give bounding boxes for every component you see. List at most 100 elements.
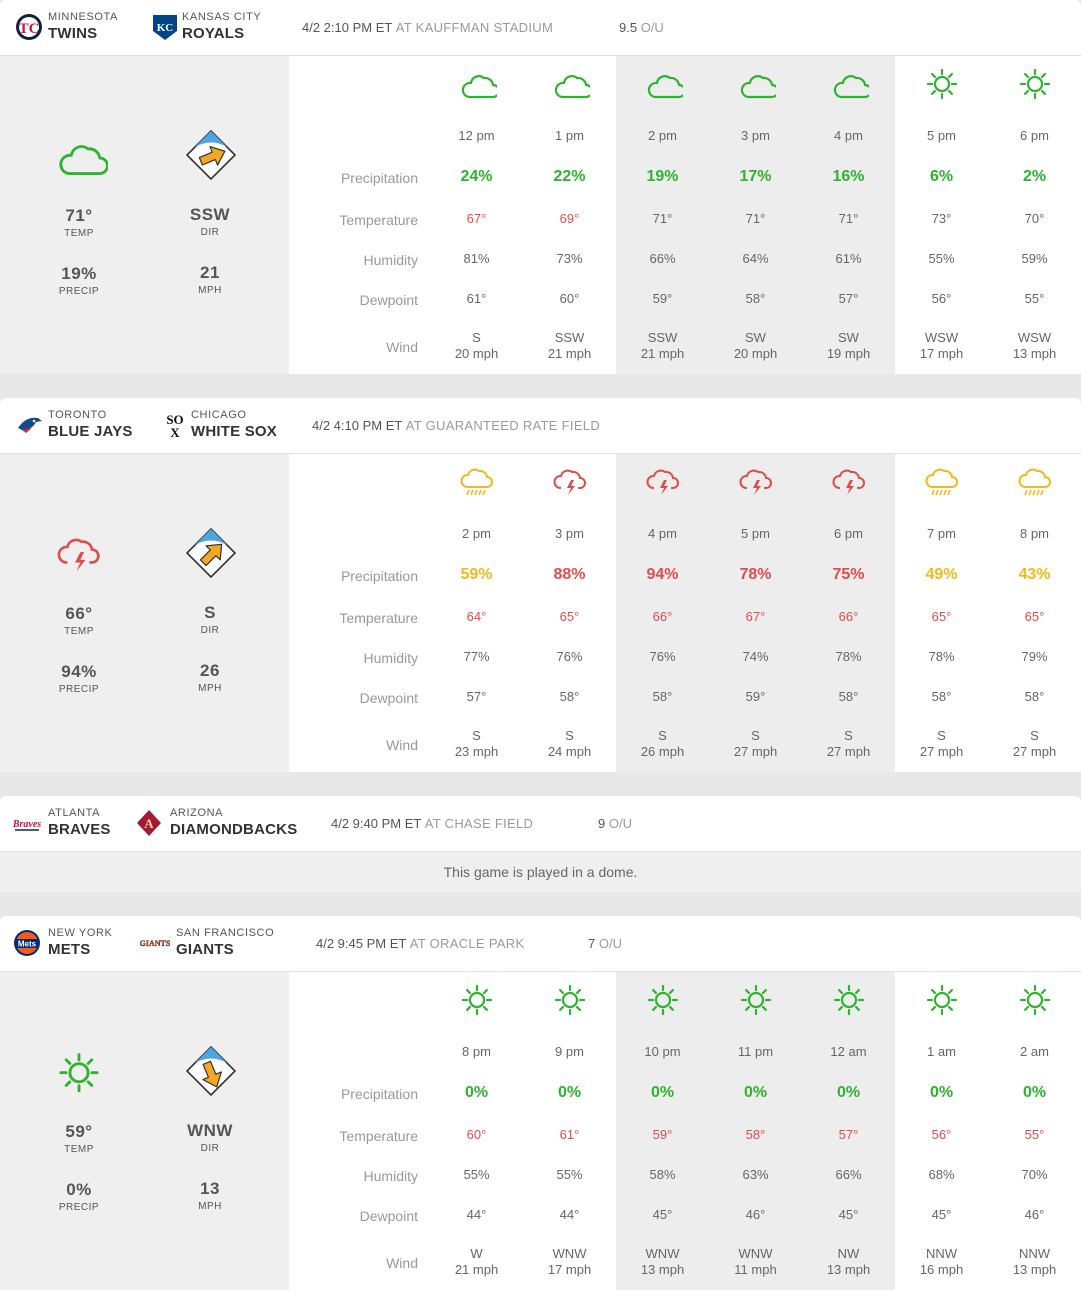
column-shade — [616, 454, 895, 772]
hour-temp: 65° — [1024, 609, 1045, 624]
summary-dir: SSW DIR — [165, 205, 255, 238]
hour-dewpoint: 46° — [745, 1207, 766, 1222]
hour-wind: WNW 13 mph — [616, 1246, 709, 1278]
hour-wind: WNW 11 mph — [709, 1246, 802, 1278]
hour-wind: SSW 21 mph — [523, 330, 616, 362]
hour-time: 2 am — [1020, 1044, 1049, 1059]
hour-wind: S 24 mph — [523, 728, 616, 760]
hour-precip: 75% — [832, 566, 865, 583]
game-header: TC MINNESOTA TWINS KC KANSAS CITY ROYALS 4/2 2… — [0, 0, 1081, 56]
hour-wind: S 23 mph — [430, 728, 523, 760]
hour-time: 1 am — [927, 1044, 956, 1059]
hour-dewpoint: 59° — [652, 291, 673, 306]
home-team-name: WHITE SOX — [191, 423, 277, 440]
game-header: Braves ATLANTA BRAVES A ARIZONA DIAMONDBACKS 4… — [0, 796, 1081, 852]
hour-dewpoint: 56° — [931, 291, 952, 306]
hour-precip: 16% — [832, 168, 865, 185]
hour-precip: 0% — [650, 1084, 675, 1101]
storm-icon — [50, 534, 108, 578]
summary-temp: 59° TEMP — [34, 1122, 124, 1155]
royals-logo: KC — [150, 12, 180, 42]
cloud-icon — [643, 68, 687, 102]
home-team-city: KANSAS CITY — [182, 11, 262, 23]
storm-icon — [736, 466, 776, 500]
wind-direction-diamond — [183, 526, 239, 582]
hour-temp: 64° — [466, 609, 487, 624]
wind-direction-diamond — [183, 1044, 239, 1100]
venue: AT CHASE FIELD — [424, 816, 534, 831]
hour-wind-dir: S — [658, 728, 667, 743]
hour-wind: WNW 17 mph — [523, 1246, 616, 1278]
home-team-name: GIANTS — [176, 941, 234, 958]
hour-wind-dir: S — [844, 728, 853, 743]
game-time-venue: 4/2 4:10 PM ET AT GUARANTEED RATE FIELD — [312, 418, 600, 433]
forecast-panel: 66° TEMP 94% PRECIP S DIR 26 MPH Precipitation Te… — [0, 454, 1081, 772]
summary-mph: 13 MPH — [165, 1179, 255, 1212]
summary-precip-value: 19% — [61, 264, 97, 283]
hour-wind-speed: 27 mph — [733, 744, 778, 759]
summary-temp-label: TEMP — [64, 228, 94, 239]
hour-precip: 94% — [646, 566, 679, 583]
hour-precip: 6% — [929, 168, 954, 185]
hour-wind-dir: WSW — [924, 330, 959, 345]
hour-time: 9 pm — [555, 1044, 584, 1059]
hour-humidity: 78% — [835, 649, 862, 664]
row-label: Temperature — [339, 610, 418, 626]
row-label: Wind — [386, 339, 418, 355]
hour-temp: 65° — [931, 609, 952, 624]
summary-dir-label: DIR — [200, 1143, 220, 1154]
summary-temp: 66° TEMP — [34, 604, 124, 637]
hour-precip: 0% — [464, 1084, 489, 1101]
summary-precip-label: PRECIP — [58, 1202, 100, 1213]
hour-time: 7 pm — [927, 526, 956, 541]
hour-wind: S 27 mph — [709, 728, 802, 760]
hour-wind-speed: 17 mph — [919, 346, 964, 361]
row-label: Wind — [386, 1255, 418, 1271]
hour-time: 4 pm — [648, 526, 677, 541]
hour-temp: 66° — [652, 609, 673, 624]
summary-dir-label: DIR — [200, 227, 220, 238]
home-team-name: ROYALS — [182, 25, 245, 42]
hour-precip: 88% — [553, 566, 586, 583]
hour-precip: 59% — [460, 566, 493, 583]
summary-dir-label: DIR — [200, 625, 220, 636]
whitesox-logo: SO X — [160, 410, 190, 440]
summary-temp-value: 66° — [65, 604, 93, 623]
forecast-panel: 71° TEMP 19% PRECIP SSW DIR 21 MPH Precipitation… — [0, 56, 1081, 374]
sun-icon — [643, 984, 683, 1018]
hour-dewpoint: 44° — [559, 1207, 580, 1222]
hour-precip: 2% — [1022, 168, 1047, 185]
hour-precip: 0% — [836, 1084, 861, 1101]
summary-precip-value: 94% — [61, 662, 97, 681]
hour-time: 3 pm — [555, 526, 584, 541]
hour-time: 2 pm — [462, 526, 491, 541]
hour-time: 11 pm — [737, 1044, 774, 1059]
hour-humidity: 73% — [556, 251, 583, 266]
hour-dewpoint: 57° — [466, 689, 487, 704]
hour-temp: 71° — [745, 211, 766, 226]
hour-wind-speed: 13 mph — [640, 1262, 685, 1277]
row-label: Temperature — [339, 212, 418, 228]
hour-wind-dir: WNW — [552, 1246, 587, 1261]
hour-wind: SW 19 mph — [802, 330, 895, 362]
hour-humidity: 74% — [742, 649, 769, 664]
svg-text:KC: KC — [157, 22, 174, 34]
hour-time: 8 pm — [1020, 526, 1049, 541]
hour-wind: WSW 13 mph — [988, 330, 1081, 362]
hour-wind-speed: 21 mph — [640, 346, 685, 361]
hour-temp: 71° — [652, 211, 673, 226]
hour-wind-speed: 20 mph — [454, 346, 499, 361]
hour-time: 5 pm — [927, 128, 956, 143]
cloud-icon — [550, 68, 594, 102]
hour-humidity: 64% — [742, 251, 769, 266]
hour-precip: 24% — [460, 168, 493, 185]
away-team-city: ATLANTA — [48, 807, 101, 819]
hour-precip: 22% — [553, 168, 586, 185]
game-time: 4/2 2:10 PM ET — [302, 20, 393, 35]
over-under-value: 9 — [598, 816, 606, 831]
hour-wind-speed: 27 mph — [1012, 744, 1057, 759]
summary-temp-value: 59° — [65, 1122, 93, 1141]
hour-wind-dir: SW — [745, 330, 766, 345]
hour-humidity: 68% — [928, 1167, 955, 1182]
hour-time: 8 pm — [462, 1044, 491, 1059]
